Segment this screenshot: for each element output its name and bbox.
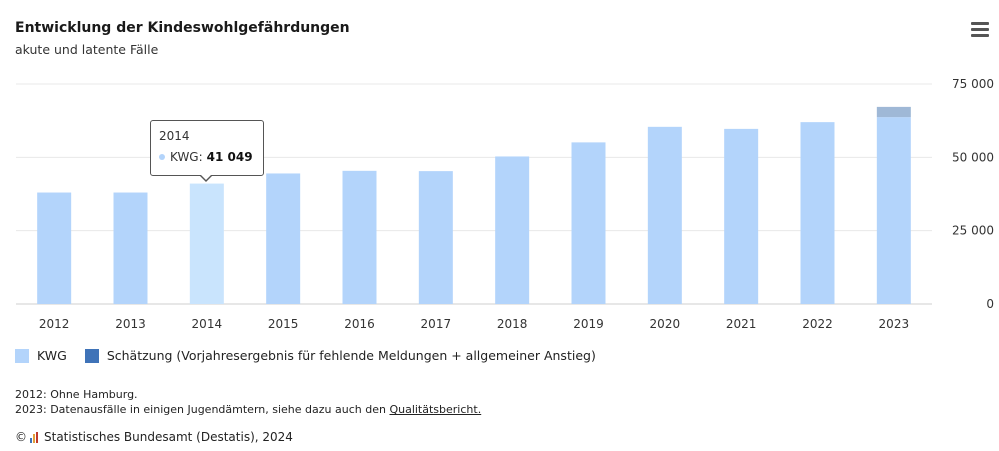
- chart-legend: KWG Schätzung (Vorjahresergebnis für feh…: [15, 348, 614, 363]
- legend-label-kwg: KWG: [37, 348, 67, 363]
- x-tick-label: 2016: [344, 317, 375, 331]
- chart-source: © Statistisches Bundesamt (Destatis), 20…: [15, 430, 293, 444]
- qualitaetsbericht-link[interactable]: Qualitätsbericht.: [389, 403, 482, 416]
- bar-kwg-2017[interactable]: [418, 171, 453, 304]
- chart-tooltip: 2014 KWG: 41 049: [150, 120, 264, 176]
- tooltip-year: 2014: [159, 129, 190, 143]
- x-tick-label: 2013: [115, 317, 146, 331]
- x-tick-label: 2017: [421, 317, 452, 331]
- chart-notes: 2012: Ohne Hamburg. 2023: Datenausfälle …: [15, 387, 481, 417]
- x-tick-label: 2015: [268, 317, 299, 331]
- chart-area: 2012 2013 2014 2015 2016 2017 2018 2019 2020 2021…: [16, 77, 994, 331]
- x-tick-label: 2023: [879, 317, 910, 331]
- bar-kwg-2018[interactable]: [495, 156, 530, 304]
- y-tick-label: 25 000: [952, 224, 994, 238]
- source-text: Statistisches Bundesamt (Destatis), 2024: [44, 430, 293, 444]
- chart-subtitle: akute und latente Fälle: [15, 42, 159, 57]
- hamburger-menu-icon[interactable]: [971, 22, 989, 38]
- y-tick-label: 0: [986, 297, 994, 311]
- legend-item-schaetzung[interactable]: Schätzung (Vorjahresergebnis für fehlend…: [84, 348, 596, 363]
- x-tick-label: 2018: [497, 317, 528, 331]
- destatis-logo-icon: [30, 431, 39, 443]
- legend-swatch-kwg: [15, 348, 29, 363]
- x-tick-label: 2012: [39, 317, 70, 331]
- bar-kwg-2013[interactable]: [113, 192, 148, 304]
- x-tick-label: 2014: [192, 317, 223, 331]
- bar-schaetzung-2023[interactable]: [876, 106, 911, 118]
- legend-swatch-schaetzung: [84, 348, 99, 363]
- legend-item-kwg[interactable]: KWG: [15, 348, 67, 363]
- legend-label-schaetzung: Schätzung (Vorjahresergebnis für fehlend…: [106, 348, 596, 363]
- bar-kwg-2012[interactable]: [37, 192, 72, 304]
- bar-kwg-2015[interactable]: [266, 173, 301, 304]
- note-2012: 2012: Ohne Hamburg.: [15, 388, 138, 401]
- bar-kwg-2014[interactable]: [189, 183, 224, 304]
- tooltip-series-dot: [159, 154, 165, 160]
- chart-title: Entwicklung der Kindeswohlgefährdungen: [15, 20, 350, 36]
- bar-kwg-2019[interactable]: [571, 142, 606, 304]
- y-tick-label: 75 000: [952, 77, 994, 91]
- tooltip-value: 41 049: [206, 150, 253, 164]
- bar-kwg-2021[interactable]: [724, 128, 759, 304]
- tooltip-arrow-inner: [200, 174, 212, 180]
- bar-kwg-2022[interactable]: [800, 122, 835, 304]
- note-2023: 2023: Datenausfälle in einigen Jugendämt…: [15, 402, 481, 417]
- x-tick-label: 2021: [726, 317, 757, 331]
- bar-kwg-2020[interactable]: [647, 126, 682, 305]
- bar-kwg-2023[interactable]: [876, 117, 911, 304]
- copyright-symbol: ©: [15, 430, 27, 444]
- note-2023-text: 2023: Datenausfälle in einigen Jugendämt…: [15, 403, 386, 416]
- x-tick-label: 2020: [650, 317, 681, 331]
- x-tick-label: 2019: [573, 317, 604, 331]
- bar-kwg-2016[interactable]: [342, 170, 377, 304]
- y-tick-label: 50 000: [952, 150, 994, 164]
- x-tick-label: 2022: [802, 317, 833, 331]
- tooltip-series-label: KWG:: [170, 150, 203, 164]
